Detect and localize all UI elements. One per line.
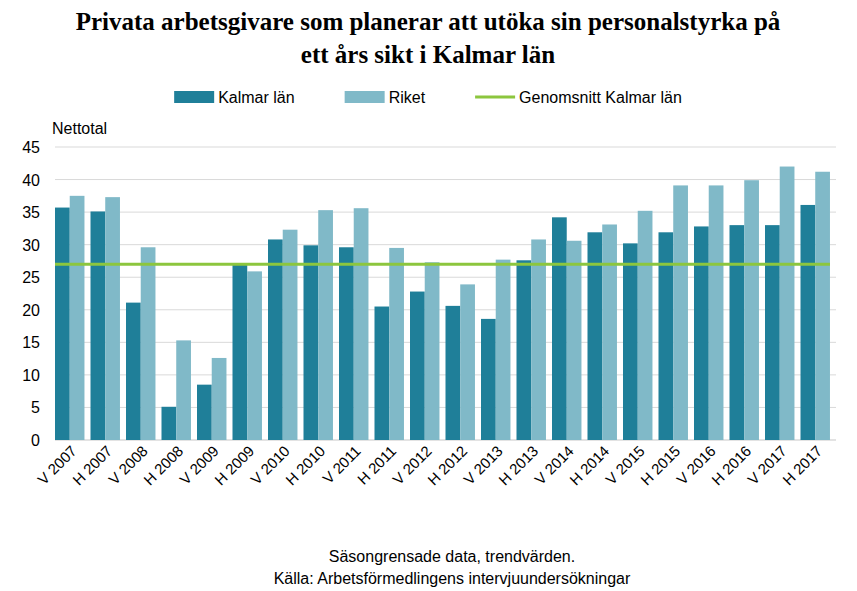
bar bbox=[354, 208, 369, 440]
bar bbox=[141, 247, 156, 440]
y-tick-label: 45 bbox=[22, 139, 40, 156]
bar bbox=[815, 172, 830, 440]
x-tick-label: V 2011 bbox=[319, 442, 364, 487]
bar bbox=[460, 284, 475, 440]
legend: Kalmar län Riket Genomsnitt Kalmar län bbox=[174, 89, 682, 106]
x-tick-label: H 2017 bbox=[779, 442, 825, 488]
bar bbox=[801, 205, 816, 440]
title: Privata arbetsgivare som planerar att ut… bbox=[76, 8, 781, 68]
y-tick-label: 25 bbox=[22, 269, 40, 286]
x-tick-label: H 2010 bbox=[282, 442, 328, 488]
bar bbox=[517, 260, 532, 440]
y-tick-label: 40 bbox=[22, 172, 40, 189]
x-tick-label: H 2007 bbox=[69, 442, 115, 488]
bar bbox=[176, 340, 191, 440]
legend-swatch bbox=[475, 96, 515, 99]
average-line bbox=[55, 263, 830, 266]
bar bbox=[709, 185, 724, 440]
bar bbox=[70, 196, 85, 440]
bar bbox=[318, 210, 333, 440]
bar bbox=[304, 245, 319, 440]
bar bbox=[694, 226, 709, 440]
y-axis-label: Nettotal bbox=[52, 120, 107, 137]
y-tick-label: 10 bbox=[22, 367, 40, 384]
bar bbox=[496, 260, 511, 440]
bar bbox=[446, 306, 461, 440]
y-tick-label: 35 bbox=[22, 204, 40, 221]
x-tick-label: H 2015 bbox=[637, 442, 683, 488]
bar bbox=[339, 247, 354, 440]
bar bbox=[765, 225, 780, 440]
bar bbox=[162, 407, 177, 440]
x-tick-label: H 2009 bbox=[211, 442, 257, 488]
x-tick-label: H 2012 bbox=[424, 442, 470, 488]
source: Källa: Arbetsförmedlingens intervjuunder… bbox=[274, 570, 631, 587]
bar bbox=[730, 225, 745, 440]
legend-label: Kalmar län bbox=[218, 89, 294, 106]
bar bbox=[425, 262, 440, 440]
y-tick-label: 30 bbox=[22, 237, 40, 254]
y-tick-label: 5 bbox=[31, 399, 40, 416]
bar bbox=[389, 248, 404, 440]
bar bbox=[197, 385, 212, 440]
bar bbox=[673, 185, 688, 440]
bar bbox=[91, 211, 106, 440]
bar bbox=[105, 197, 120, 440]
x-tick-label: H 2014 bbox=[566, 442, 612, 488]
bar bbox=[623, 243, 638, 440]
bar bbox=[638, 211, 653, 440]
legend-label: Genomsnitt Kalmar län bbox=[519, 89, 682, 106]
bar bbox=[212, 358, 227, 440]
bar bbox=[268, 239, 283, 440]
bar bbox=[233, 265, 248, 440]
x-tick-label: H 2013 bbox=[495, 442, 541, 488]
bar bbox=[410, 292, 425, 440]
bar bbox=[602, 224, 617, 440]
x-tick-label: H 2011 bbox=[354, 442, 399, 487]
bar bbox=[247, 271, 262, 440]
chart: Privata arbetsgivare som planerar att ut… bbox=[0, 0, 857, 591]
plot-marks bbox=[55, 167, 830, 440]
bar bbox=[780, 167, 795, 440]
y-tick-label: 0 bbox=[31, 432, 40, 449]
x-axis-label: Säsongrensade data, trendvärden. bbox=[329, 548, 575, 565]
grid-line bbox=[55, 147, 836, 148]
legend-swatch bbox=[345, 91, 385, 103]
legend-label: Riket bbox=[389, 89, 426, 106]
grid-line bbox=[55, 179, 836, 180]
bar bbox=[55, 208, 70, 440]
bar bbox=[531, 239, 546, 440]
bar bbox=[126, 303, 141, 440]
bar bbox=[567, 241, 582, 440]
y-tick-label: 15 bbox=[22, 334, 40, 351]
bar bbox=[375, 307, 390, 440]
x-tick-label: H 2008 bbox=[140, 442, 186, 488]
bar bbox=[744, 180, 759, 440]
x-tick-label: H 2016 bbox=[708, 442, 754, 488]
bar bbox=[481, 319, 496, 440]
bar bbox=[283, 230, 298, 440]
y-tick-label: 20 bbox=[22, 302, 40, 319]
bar bbox=[552, 217, 567, 440]
legend-swatch bbox=[174, 91, 214, 103]
